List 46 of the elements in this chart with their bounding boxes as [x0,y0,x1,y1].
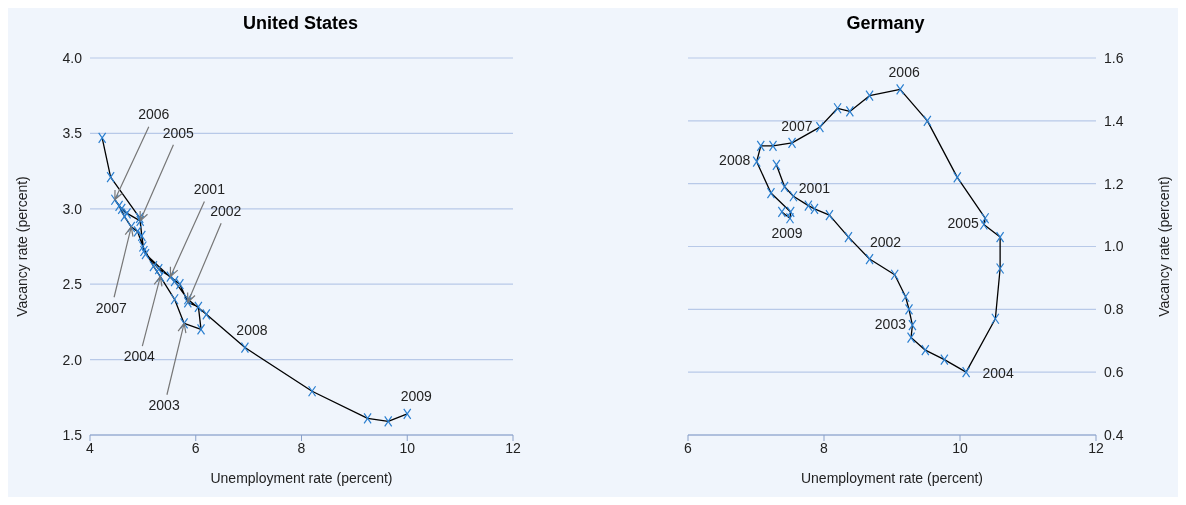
annotation: 2002 [210,203,242,219]
annotation: 2001 [193,181,226,198]
annotation: 2001 [798,179,831,196]
annotation: 2008 [719,152,751,169]
x-tick-label: 4 [86,439,95,456]
x-tick-label: 6 [684,439,693,456]
y-axis-title: Vacancy rate (percent) [13,176,30,317]
y-tick-label: 1.0 [1104,238,1124,255]
y-tick-label: 1.6 [1104,49,1124,66]
annotation: 2005 [162,124,195,141]
x-tick-label: 12 [505,439,521,456]
annotation: 2008 [236,322,268,339]
y-tick-label: 1.4 [1104,112,1124,129]
y-axis-title: Vacancy rate (percent) [1155,176,1172,317]
annotation: 2006 [888,64,920,81]
annotation: 2007 [781,117,813,134]
y-tick-label: 0.6 [1104,364,1124,381]
x-tick-label: 6 [191,439,200,456]
x-tick-label: 8 [297,439,306,456]
y-tick-label: 0.4 [1104,426,1124,443]
annotation: 2002 [869,233,902,250]
annotation: 2009 [400,387,433,404]
y-tick-label: 3.5 [62,125,83,142]
x-tick-label: 10 [952,439,968,456]
x-tick-label: 12 [1088,439,1104,456]
chart-title: United States [242,12,359,35]
y-tick-label: 4.0 [62,49,83,66]
y-tick-label: 0.8 [1104,301,1124,318]
annotation: 2006 [138,106,170,123]
y-tick-label: 2.0 [62,351,83,368]
y-tick-label: 1.5 [62,426,83,443]
y-tick-label: 1.2 [1104,175,1124,192]
annotation: 2004 [123,348,156,365]
x-tick-label: 10 [399,439,416,456]
annotation: 2003 [148,397,180,414]
x-axis-title: Unemployment rate (percent) [800,470,984,486]
annotation: 2009 [771,224,803,241]
x-tick-label: 8 [820,439,829,456]
y-tick-label: 3.0 [62,200,83,217]
annotation: 2007 [95,299,128,316]
chart-title: Germany [845,12,926,35]
annotation: 2005 [947,214,979,231]
x-axis-title: Unemployment rate (percent) [210,470,393,486]
annotation: 2003 [874,315,907,332]
annotation: 2004 [982,364,1014,381]
y-tick-label: 2.5 [62,276,83,293]
